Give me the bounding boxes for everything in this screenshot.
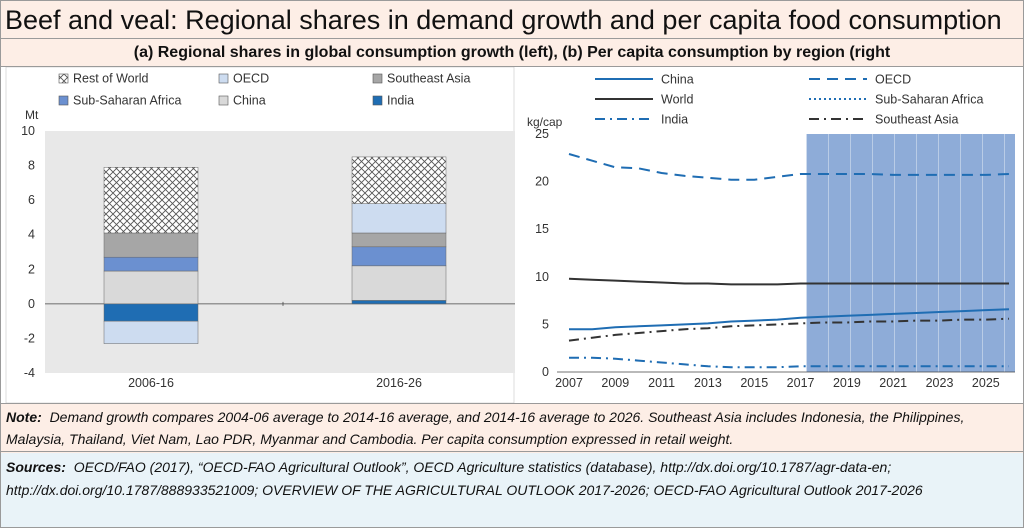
bar-segment-india: [351, 300, 447, 305]
legend-label-sub-saharan-africa: Sub-Saharan Africa: [73, 94, 181, 108]
y-tick-label: 8: [28, 159, 35, 173]
legend-label-china: China: [661, 73, 694, 87]
y-tick-label: 6: [28, 193, 35, 207]
x-tick-label: 2021: [879, 376, 907, 390]
y-tick-label: 10: [21, 124, 35, 138]
series-line-india: [569, 356, 1009, 369]
x-tick-label: 2025: [972, 376, 1000, 390]
bar-segment-southeast-asia: [351, 232, 447, 248]
projection-shading: [806, 134, 1015, 372]
y-tick-label: 0: [542, 365, 549, 379]
y-tick-label: -4: [24, 366, 35, 380]
legend-swatch-india: [372, 95, 383, 106]
y-tick-label: -2: [24, 331, 35, 345]
x-tick-label: 2011: [648, 376, 675, 390]
x-tick-label: 2013: [694, 376, 722, 390]
y-axis-unit: kg/cap: [527, 115, 563, 129]
y-tick-label: 5: [542, 317, 549, 331]
legend-swatch-china: [218, 95, 229, 106]
bar-segment-china: [351, 265, 447, 301]
legend-label-rest-of-world: Rest of World: [73, 72, 149, 86]
bar-segment-sub-saharan-africa: [351, 246, 447, 267]
legend-swatch-sub-saharan-africa: [58, 95, 69, 106]
y-tick-label: 2: [28, 262, 35, 276]
series-line-china: [569, 308, 1010, 331]
series-line-oecd: [568, 153, 1010, 181]
legend-label-oecd: OECD: [875, 73, 911, 87]
line-chart: China OECD World Sub-Saharan Africa India Sou…: [517, 67, 1023, 403]
y-tick-label: 4: [28, 228, 35, 242]
x-tick-label: 2019: [833, 376, 861, 390]
bar-segment-southeast-asia: [103, 232, 199, 258]
x-tick-label: 2015: [740, 376, 768, 390]
bar-segment-rest-of-world: [351, 156, 447, 204]
bar-chart: Rest of World OECD Southeast Asia Sub-Sahar…: [5, 67, 515, 403]
figure-subtitle: (a) Regional shares in global consumptio…: [1, 40, 1023, 67]
y-tick-label: 20: [535, 175, 549, 189]
charts-panel: Rest of World OECD Southeast Asia Sub-Sahar…: [1, 67, 1023, 404]
x-tick-label: 2006-16: [128, 376, 174, 390]
sources-box: Sources: OECD/FAO (2017), “OECD-FAO Agri…: [1, 453, 1023, 527]
note-box: Note: Demand growth compares 2004-06 ave…: [1, 404, 1023, 452]
y-tick-label: 25: [535, 127, 549, 141]
y-tick-label: 15: [535, 222, 549, 236]
page-title: Beef and veal: Regional shares in demand…: [1, 1, 1023, 39]
series-line-world: [568, 277, 1009, 286]
legend-label-world: World: [661, 93, 693, 107]
bar-segment-oecd: [103, 320, 199, 344]
legend-label-sub-saharan-africa: Sub-Saharan Africa: [875, 93, 983, 107]
y-tick-label: 10: [535, 270, 549, 284]
series-line-southeast-asia: [568, 317, 1010, 342]
x-tick-label: 2023: [926, 376, 954, 390]
note-label: Note:: [6, 409, 42, 425]
legend-swatch-oecd: [218, 73, 229, 84]
bar-segment-china: [103, 270, 199, 305]
x-tick-label: 2016-26: [376, 376, 422, 390]
legend-label-southeast-asia: Southeast Asia: [875, 113, 958, 127]
legend-label-oecd: OECD: [233, 72, 269, 86]
bar-segment-india: [103, 303, 199, 322]
legend-label-india: India: [387, 94, 414, 108]
bar-segment-rest-of-world: [103, 167, 199, 234]
legend-swatch-southeast-asia: [372, 73, 383, 84]
bar-segment-sub-saharan-africa: [103, 256, 199, 272]
legend-label-india: India: [661, 113, 688, 127]
legend-swatch-rest-of-world: [58, 73, 69, 84]
legend-label-southeast-asia: Southeast Asia: [387, 72, 470, 86]
bar-segment-oecd: [351, 203, 447, 234]
y-axis-unit: Mt: [25, 108, 39, 122]
x-tick-label: 2009: [601, 376, 629, 390]
x-tick-label: 2007: [555, 376, 583, 390]
sources-text: OECD/FAO (2017), “OECD-FAO Agricultural …: [6, 459, 923, 498]
note-text: Demand growth compares 2004-06 average t…: [6, 409, 965, 447]
legend-label-china: China: [233, 94, 266, 108]
sources-label: Sources:: [6, 459, 66, 475]
y-tick-label: 0: [28, 297, 35, 311]
x-tick-label: 2017: [787, 376, 815, 390]
